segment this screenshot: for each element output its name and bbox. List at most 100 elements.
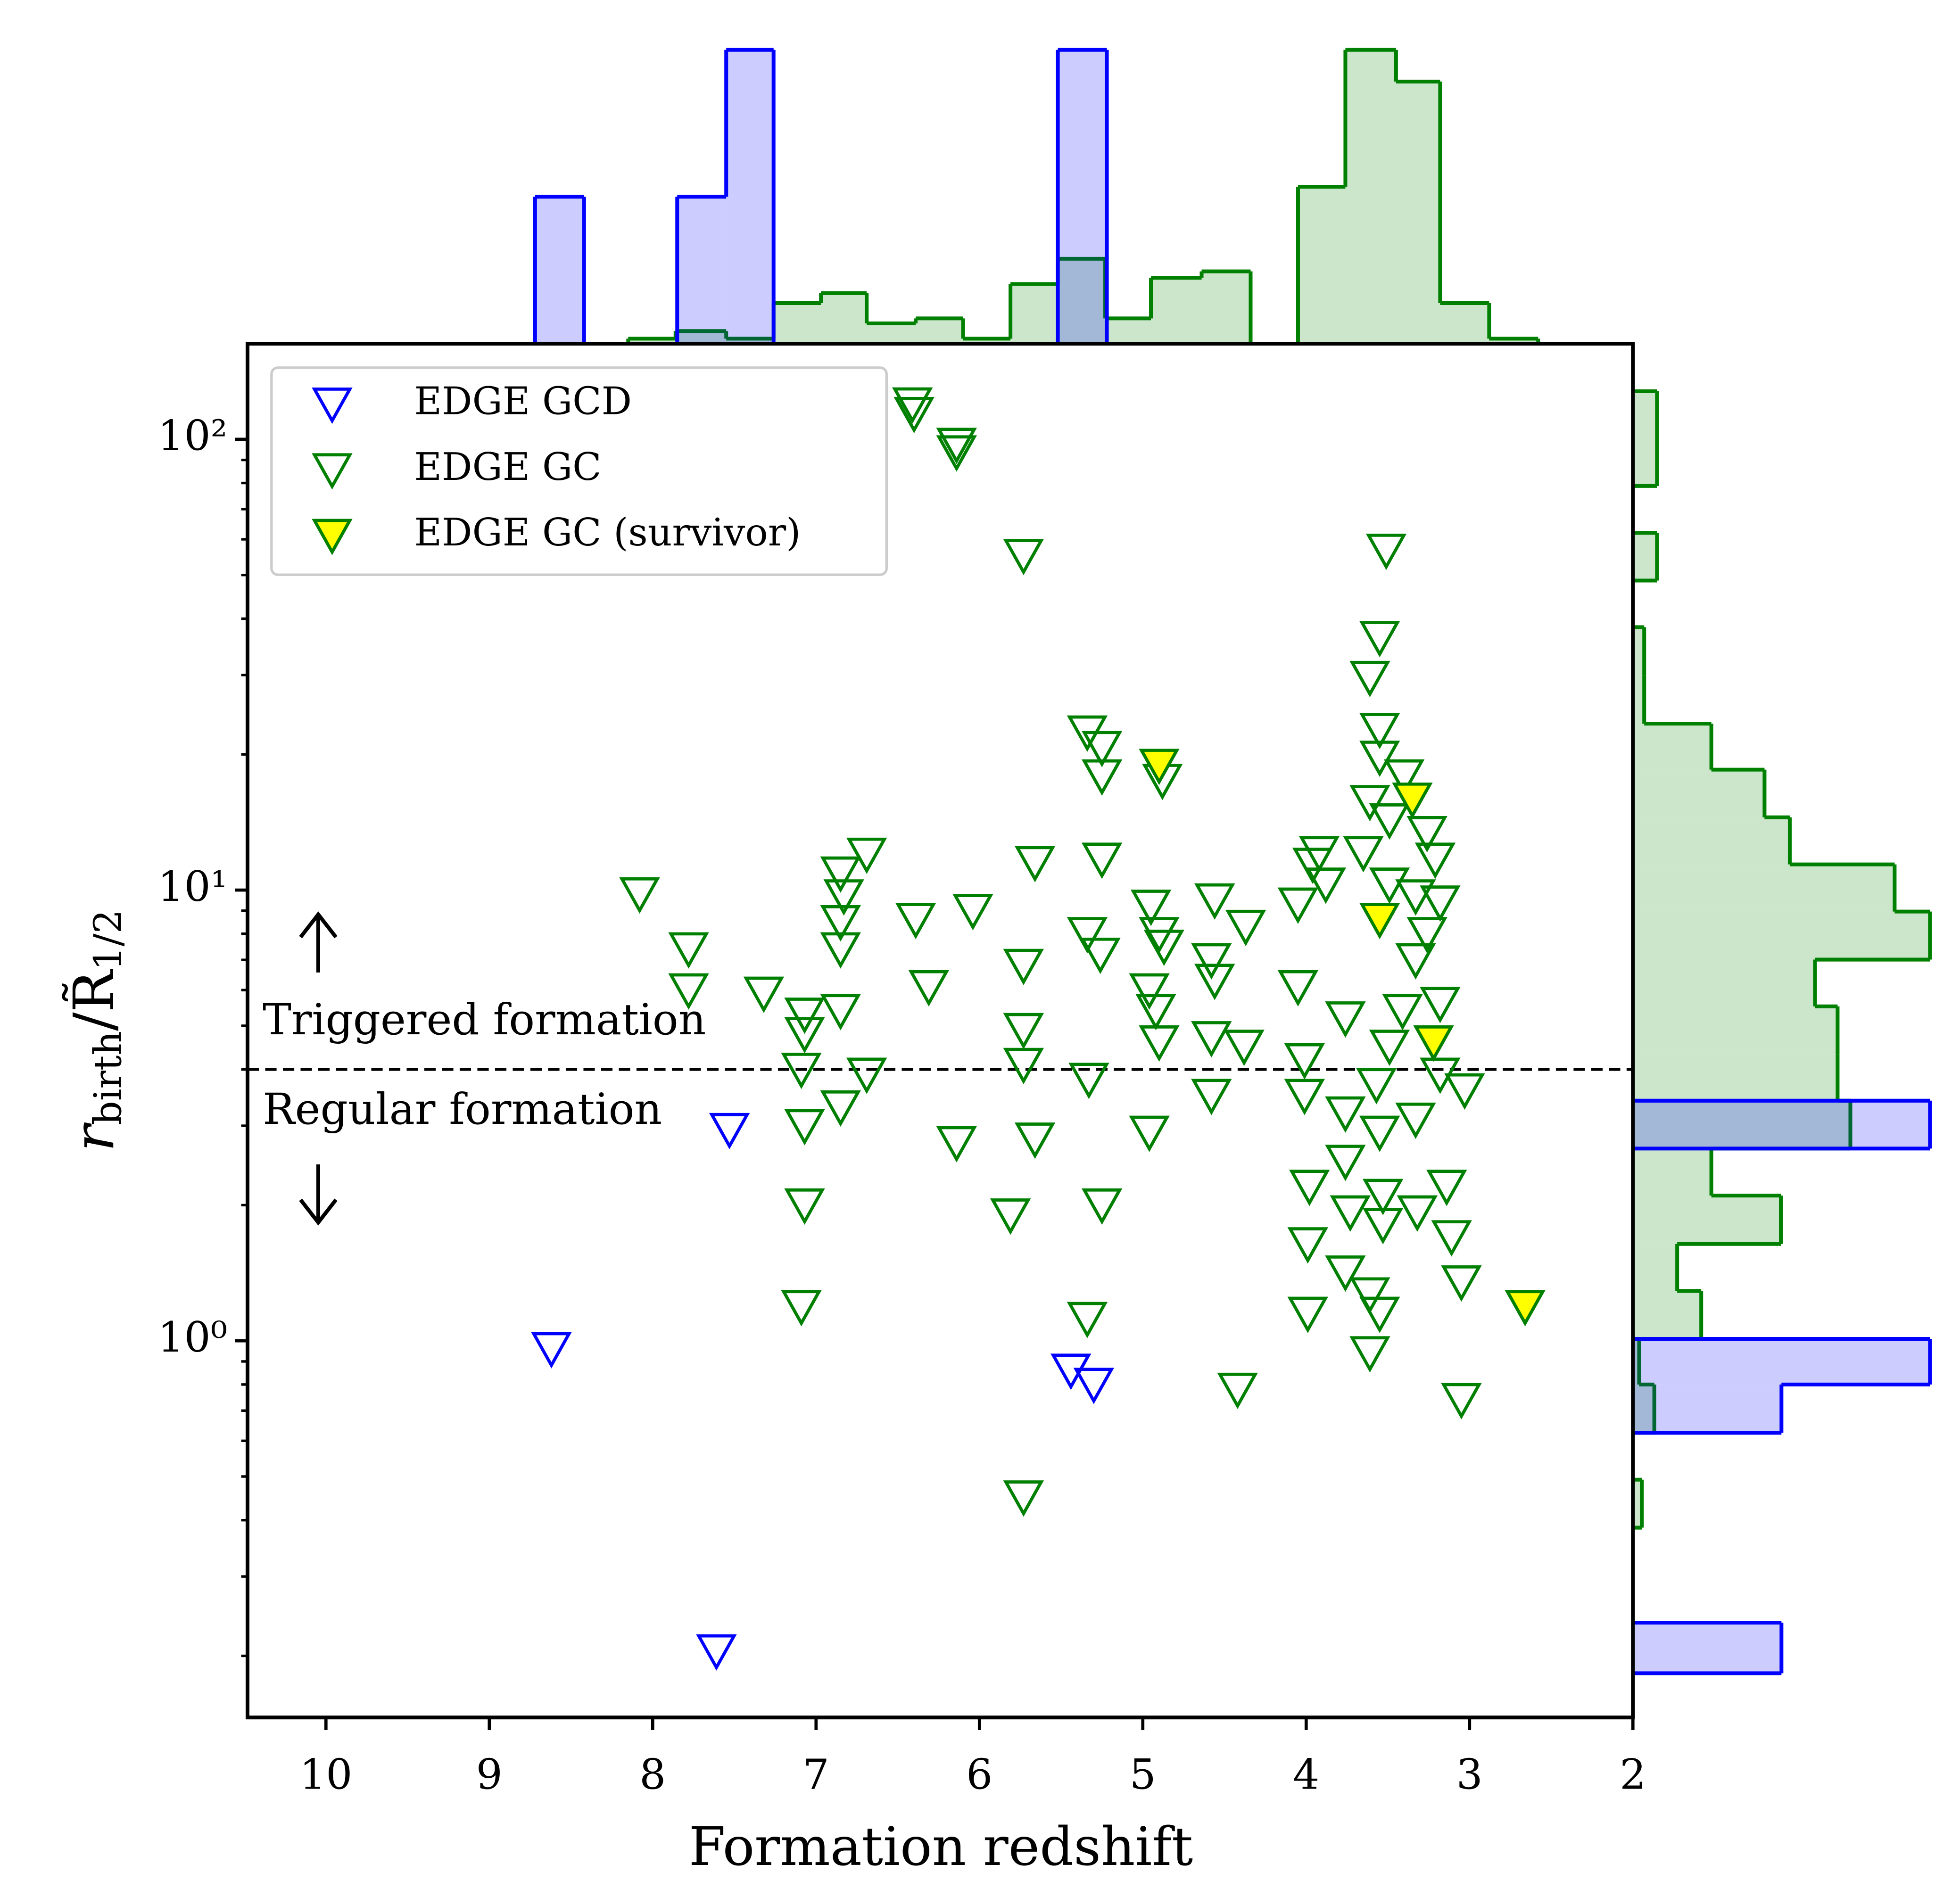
data-point — [1395, 943, 1436, 980]
histogram-bar — [1010, 284, 1058, 344]
data-point — [1003, 539, 1044, 576]
data-point — [1325, 1096, 1366, 1133]
data-point — [1395, 879, 1436, 916]
data-point — [1362, 1208, 1404, 1245]
data-point — [1356, 1068, 1397, 1105]
data-point — [1277, 887, 1319, 924]
y-axis-label-part: 1/2 — [86, 909, 130, 970]
histogram-bar — [1633, 724, 1712, 770]
data-point — [1359, 621, 1400, 658]
legend-label: EDGE GC — [414, 445, 602, 489]
data-point — [1284, 1079, 1325, 1115]
data-point — [1414, 842, 1456, 879]
data-point — [1068, 1063, 1109, 1099]
data-point — [1395, 1102, 1436, 1139]
marginal-histograms — [533, 48, 1932, 1675]
data-point — [1194, 964, 1235, 1000]
x-tick-label: 9 — [476, 1750, 503, 1799]
data-point — [1194, 883, 1235, 920]
data-point — [1444, 1073, 1485, 1110]
data-point — [1191, 1079, 1232, 1115]
y-axis-label: rbirth/R̃1/2 — [61, 909, 130, 1152]
legend-marker — [312, 453, 353, 490]
data-point — [1050, 1353, 1092, 1390]
arrow-down — [299, 1164, 338, 1226]
data-point — [1365, 534, 1407, 570]
data-point — [1343, 836, 1384, 873]
data-point — [1191, 1021, 1232, 1058]
data-point — [1369, 1030, 1410, 1066]
histogram-bar — [677, 197, 727, 344]
data-point — [1325, 1001, 1366, 1038]
data-point — [784, 1017, 825, 1054]
data-point — [892, 387, 933, 424]
data-point — [1349, 1336, 1390, 1373]
data-point — [1441, 1265, 1482, 1302]
histogram-bar — [1058, 258, 1106, 344]
data-point — [820, 1090, 861, 1127]
histogram-bar — [1440, 303, 1489, 344]
data-point — [1003, 1480, 1044, 1517]
histogram-bar — [1633, 533, 1657, 581]
histogram-bar — [1633, 1196, 1781, 1244]
data-point — [1139, 917, 1180, 954]
x-axis-label: Formation redshift — [689, 1816, 1193, 1878]
data-point — [531, 1332, 572, 1369]
data-point — [1289, 1170, 1330, 1206]
data-point — [1081, 759, 1123, 796]
histogram-bar — [1058, 49, 1107, 344]
data-point — [1505, 1290, 1546, 1327]
data-point — [1067, 917, 1108, 954]
legend-label: EDGE GCD — [414, 379, 632, 423]
legend-marker — [312, 519, 353, 555]
y-axis-label-part: r — [61, 1122, 126, 1152]
data-point — [820, 932, 861, 969]
data-point — [1359, 713, 1400, 750]
data-point — [1413, 1025, 1454, 1062]
data-point — [936, 1126, 977, 1163]
data-point — [1277, 970, 1319, 1006]
data-point — [1406, 816, 1447, 853]
histogram-bar — [1201, 271, 1251, 344]
data-point — [846, 1057, 887, 1094]
histogram-bar — [963, 338, 1011, 344]
data-point — [1325, 1255, 1366, 1292]
data-point — [1284, 1043, 1325, 1080]
data-point — [1431, 1220, 1472, 1257]
histogram-bar — [1633, 1479, 1642, 1528]
data-point — [743, 976, 785, 1013]
histogram-bar — [1633, 391, 1657, 438]
data-point — [784, 1109, 825, 1146]
data-point — [1014, 846, 1056, 883]
data-point — [820, 994, 861, 1031]
data-point — [1003, 1013, 1044, 1049]
histogram-bar — [1633, 1054, 1838, 1101]
histogram-bar — [1633, 817, 1790, 865]
data-point — [895, 903, 936, 940]
data-point — [1406, 917, 1447, 954]
data-point — [1003, 1047, 1044, 1084]
data-point — [1305, 867, 1347, 904]
annotations: Triggered formation Regular formation — [263, 911, 706, 1226]
data-point — [619, 877, 660, 914]
data-point — [952, 894, 993, 931]
data-point — [1191, 943, 1232, 980]
data-point — [1359, 740, 1400, 777]
data-point — [1383, 759, 1425, 796]
legend-label: EDGE GC (survivor) — [414, 510, 801, 554]
histogram-bar — [1345, 49, 1396, 344]
data-point — [823, 879, 864, 916]
x-tick-label: 2 — [1620, 1750, 1646, 1799]
data-point — [1224, 1030, 1265, 1066]
histogram-bar — [867, 323, 916, 344]
x-tick-label: 6 — [966, 1750, 992, 1799]
histogram-bar — [1633, 769, 1765, 817]
data-point — [1359, 1115, 1400, 1152]
data-point — [696, 1634, 737, 1671]
histogram-bar — [1633, 627, 1645, 676]
data-point — [1420, 987, 1461, 1023]
data-point — [1349, 785, 1390, 822]
histogram-bar — [1633, 911, 1930, 960]
data-point — [1369, 867, 1410, 904]
